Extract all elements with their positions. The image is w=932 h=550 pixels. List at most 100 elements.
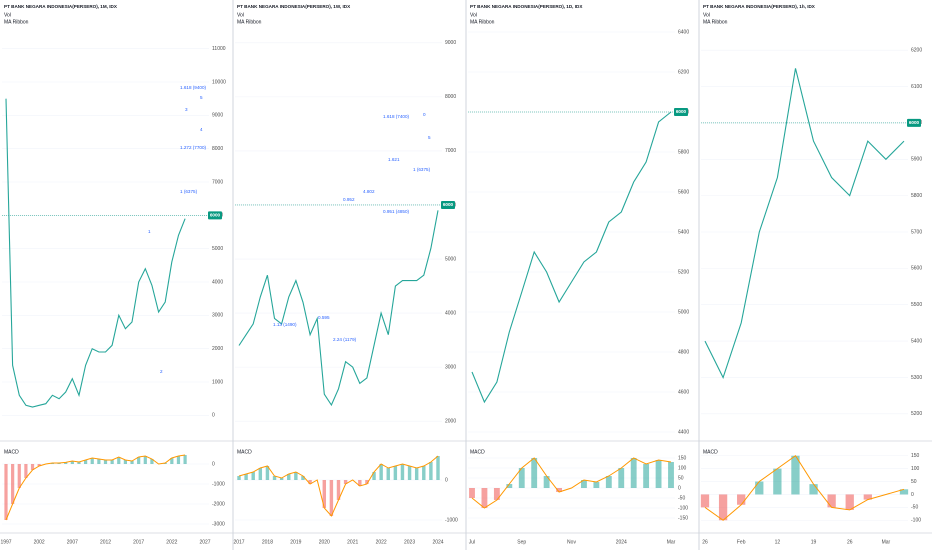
macd-bar bbox=[414, 468, 419, 480]
annotation: 2 bbox=[160, 369, 163, 374]
price-line-series bbox=[471, 111, 672, 404]
annotation: 0.951 (4850) bbox=[383, 209, 410, 214]
y-tick-label: 5900 bbox=[911, 157, 922, 163]
macd-bar bbox=[37, 464, 41, 466]
x-tick-label: 12 bbox=[775, 539, 781, 545]
annotation: 5 bbox=[200, 95, 203, 100]
x-tick-label: 2017 bbox=[133, 539, 144, 545]
x-tick-label: 2027 bbox=[199, 539, 210, 545]
macd-bar bbox=[4, 464, 8, 520]
macd-bar bbox=[143, 456, 147, 464]
macd-bar bbox=[358, 480, 362, 486]
indicator-label: MA Ribbon bbox=[703, 19, 728, 25]
macd-bar bbox=[481, 488, 488, 508]
indicator-label: MA Ribbon bbox=[237, 19, 262, 25]
macd-bar bbox=[379, 464, 383, 480]
x-tick-label: 2023 bbox=[404, 539, 415, 545]
x-tick-label: Mar bbox=[882, 539, 891, 545]
indicator-label: MA Ribbon bbox=[4, 19, 29, 25]
macd-bar bbox=[301, 476, 305, 480]
price-badge bbox=[208, 211, 222, 220]
macd-bar bbox=[365, 480, 369, 484]
macd-line bbox=[238, 455, 439, 517]
price-badge-label: 6000 bbox=[210, 213, 221, 218]
annotation: 1.618 (9400) bbox=[180, 85, 207, 90]
macd-bar bbox=[531, 458, 538, 488]
macd-label: MACD bbox=[703, 449, 718, 455]
macd-tick-label: 150 bbox=[911, 453, 920, 459]
indicator-label: Vol bbox=[703, 12, 710, 18]
x-tick-label: 2018 bbox=[262, 539, 273, 545]
x-tick-label: Nov bbox=[567, 539, 576, 545]
x-tick-label: 2024 bbox=[616, 539, 627, 545]
y-tick-label: 5500 bbox=[911, 302, 922, 308]
y-tick-label: 5400 bbox=[911, 338, 922, 344]
y-tick-label: 5200 bbox=[678, 269, 689, 275]
y-tick-label: 5700 bbox=[911, 229, 922, 235]
macd-bar bbox=[77, 462, 81, 464]
macd-line bbox=[5, 454, 186, 521]
macd-label: MACD bbox=[470, 449, 485, 455]
macd-bar bbox=[97, 459, 101, 464]
annotation: 0 bbox=[423, 112, 426, 117]
macd-tick-label: 0 bbox=[678, 485, 681, 491]
macd-bar bbox=[279, 478, 284, 480]
macd-bar bbox=[287, 474, 291, 480]
macd-tick-label: 50 bbox=[911, 479, 917, 485]
y-tick-label: 2000 bbox=[445, 419, 456, 425]
y-tick-label: 4600 bbox=[678, 389, 689, 395]
annotation: 0.595 bbox=[318, 315, 330, 320]
indicator-label: Vol bbox=[4, 12, 11, 18]
macd-bar bbox=[422, 466, 426, 480]
macd-tick-label: -50 bbox=[678, 495, 685, 501]
y-tick-label: 5000 bbox=[445, 256, 456, 262]
macd-bar bbox=[593, 482, 600, 488]
macd-bar bbox=[83, 460, 88, 464]
macd-bar bbox=[718, 494, 728, 521]
macd-bar bbox=[556, 488, 562, 492]
macd-bar bbox=[336, 480, 341, 500]
macd-tick-label: -100 bbox=[911, 518, 921, 524]
macd-bar bbox=[668, 462, 674, 488]
x-tick-label: 2012 bbox=[100, 539, 111, 545]
chart-title: PT BANK NEGARA INDONESIA(PERSERO), 1h, I… bbox=[703, 4, 816, 9]
macd-bar bbox=[294, 472, 298, 480]
macd-bar bbox=[17, 464, 21, 488]
macd-bar bbox=[429, 462, 433, 480]
y-tick-label: 5800 bbox=[678, 149, 689, 155]
macd-line bbox=[704, 454, 905, 521]
annotation: 0.952 bbox=[343, 197, 355, 202]
x-tick-label: 2019 bbox=[290, 539, 301, 545]
macd-line bbox=[471, 457, 672, 509]
annotation: 1 bbox=[148, 229, 151, 234]
y-tick-label: 5200 bbox=[911, 411, 922, 417]
price-badge bbox=[441, 200, 455, 209]
macd-tick-label: -3000 bbox=[212, 521, 225, 527]
y-tick-label: 5000 bbox=[212, 246, 223, 252]
macd-bar bbox=[863, 494, 872, 500]
price-badge-label: 6000 bbox=[443, 202, 454, 207]
price-badge bbox=[907, 118, 921, 127]
macd-bar bbox=[618, 468, 625, 488]
annotation: 4.802 bbox=[363, 189, 375, 194]
chart-title: PT BANK NEGARA INDONESIA(PERSERO), 1D, I… bbox=[470, 4, 583, 9]
macd-bar bbox=[329, 480, 334, 516]
macd-bar bbox=[809, 484, 818, 495]
price-line-series bbox=[5, 98, 186, 408]
macd-bar bbox=[407, 466, 412, 480]
y-tick-label: 8000 bbox=[212, 146, 223, 152]
macd-bar bbox=[899, 489, 909, 495]
annotation: 2.24 (1179) bbox=[333, 337, 357, 342]
y-tick-label: 5300 bbox=[911, 375, 922, 381]
macd-bar bbox=[251, 472, 255, 480]
macd-bar bbox=[655, 460, 662, 488]
annotation: 3 bbox=[185, 107, 188, 112]
x-tick-label: 2022 bbox=[376, 539, 387, 545]
x-tick-label: Sep bbox=[517, 539, 526, 545]
y-tick-label: 3000 bbox=[445, 364, 456, 370]
y-tick-label: 5000 bbox=[678, 309, 689, 315]
annotation: 1 (6375) bbox=[180, 189, 198, 194]
macd-bar bbox=[30, 464, 35, 470]
macd-tick-label: -150 bbox=[678, 515, 688, 521]
